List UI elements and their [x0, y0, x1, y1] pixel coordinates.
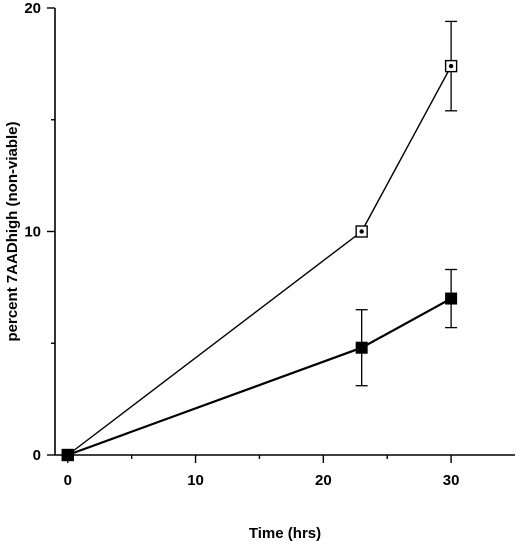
- x-tick-label: 10: [187, 472, 204, 489]
- data-point-dot: [359, 229, 364, 234]
- x-tick-label: 30: [443, 472, 460, 489]
- y-tick-label: 20: [24, 0, 41, 17]
- data-point: [355, 341, 368, 354]
- series-2: [61, 268, 458, 461]
- series-layer: [61, 20, 458, 462]
- x-axis-label: Time (hrs): [249, 525, 321, 542]
- x-tick-label: 0: [64, 472, 72, 489]
- data-point-dot: [448, 63, 454, 69]
- series-line: [67, 65, 452, 456]
- data-point: [445, 292, 458, 305]
- y-axis-label: percent 7AADhigh (non-viable): [4, 121, 21, 341]
- y-tick-label: 10: [24, 224, 41, 241]
- series-line: [67, 297, 452, 457]
- x-tick-label: 20: [315, 472, 332, 489]
- y-tick-label: 0: [33, 447, 41, 464]
- series-1: [61, 20, 458, 462]
- data-point: [61, 449, 74, 461]
- ticks: 0 10 20 30 0 10 20: [24, 0, 459, 489]
